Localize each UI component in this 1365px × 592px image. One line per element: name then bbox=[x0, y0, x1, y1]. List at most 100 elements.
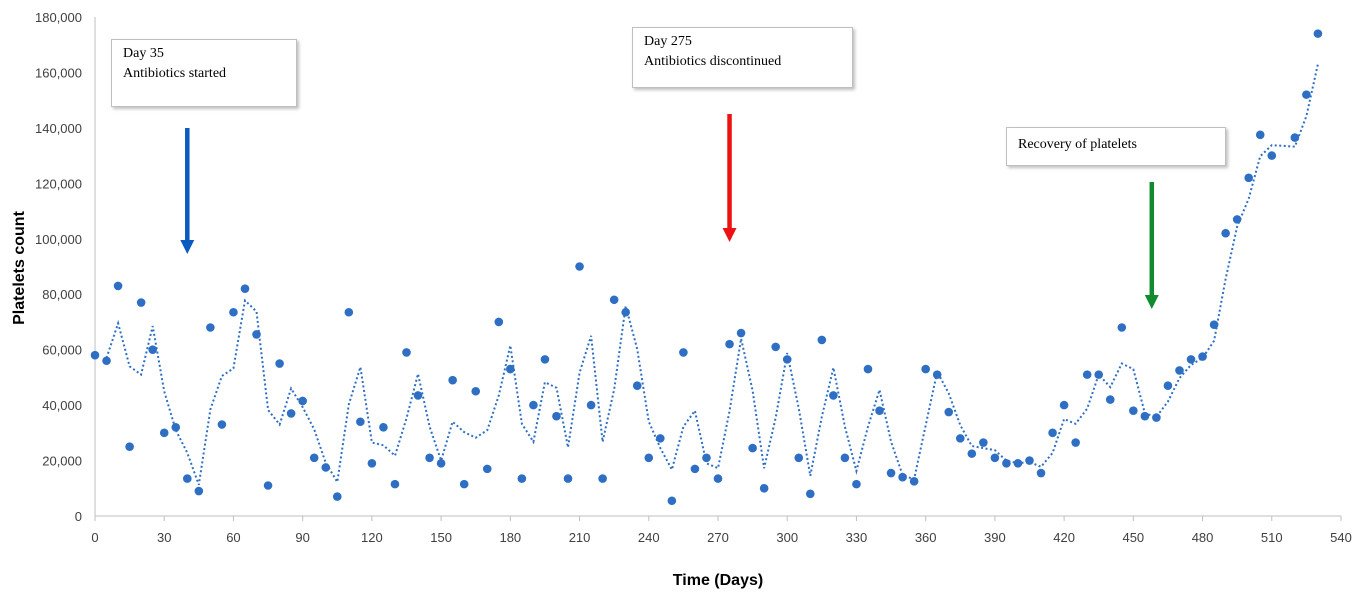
data-point bbox=[332, 492, 342, 501]
data-point bbox=[1105, 395, 1115, 404]
data-point bbox=[321, 463, 331, 472]
data-point bbox=[136, 298, 146, 307]
data-point bbox=[125, 442, 134, 451]
data-point bbox=[598, 474, 607, 483]
y-axis-ticks: 0 20,000 40,000 60,000 80,000 100,000 120,000 1… bbox=[35, 10, 82, 524]
data-point bbox=[909, 477, 919, 486]
data-point bbox=[713, 474, 723, 483]
data-point bbox=[540, 355, 550, 364]
data-point bbox=[1290, 133, 1300, 142]
data-point bbox=[263, 481, 273, 490]
x-tick-label: 540 bbox=[1330, 530, 1352, 545]
annotation-line: Antibiotics started bbox=[123, 66, 227, 81]
annotation-recovery: Recovery of platelets bbox=[1006, 127, 1226, 166]
y-tick-label: 160,000 bbox=[35, 65, 82, 80]
x-tick-label: 150 bbox=[430, 530, 452, 545]
x-axis-title: Time (Days) bbox=[673, 572, 763, 589]
data-point bbox=[356, 417, 365, 427]
annotation-antibiotics-started: Day 35 Antibiotics started bbox=[111, 39, 297, 107]
data-point bbox=[1117, 323, 1127, 332]
data-point bbox=[1059, 400, 1069, 410]
x-tick-label: 60 bbox=[226, 530, 240, 545]
data-point bbox=[679, 348, 688, 357]
data-point bbox=[1036, 468, 1046, 478]
data-point bbox=[1082, 370, 1092, 379]
data-point bbox=[932, 370, 942, 379]
data-point bbox=[829, 391, 838, 400]
data-point bbox=[563, 474, 573, 483]
data-point bbox=[459, 479, 469, 489]
x-tick-label: 360 bbox=[915, 530, 937, 545]
data-point bbox=[379, 422, 388, 432]
data-point bbox=[159, 428, 169, 438]
data-point bbox=[171, 422, 181, 432]
data-point bbox=[298, 396, 307, 406]
trendline bbox=[105, 63, 1319, 486]
x-tick-label: 270 bbox=[707, 530, 729, 545]
data-point bbox=[402, 348, 411, 357]
data-point bbox=[1152, 413, 1161, 422]
data-point bbox=[586, 400, 596, 410]
y-tick-label: 120,000 bbox=[35, 176, 82, 191]
y-axis-title: Platelets count bbox=[11, 210, 28, 324]
data-point bbox=[621, 307, 631, 317]
data-point bbox=[690, 464, 700, 474]
data-point bbox=[448, 375, 457, 385]
data-point bbox=[632, 381, 642, 391]
data-point bbox=[782, 355, 792, 364]
data-point bbox=[840, 453, 850, 463]
data-point bbox=[390, 479, 400, 489]
data-point bbox=[240, 284, 250, 293]
data-point bbox=[805, 489, 815, 499]
y-tick-label: 60,000 bbox=[42, 343, 82, 358]
y-tick-label: 80,000 bbox=[42, 287, 82, 302]
data-point bbox=[1221, 228, 1230, 238]
data-point bbox=[552, 411, 561, 421]
data-point bbox=[944, 407, 954, 417]
x-tick-label: 90 bbox=[295, 530, 309, 545]
x-tick-label: 480 bbox=[1192, 530, 1214, 545]
data-point bbox=[575, 262, 584, 271]
data-point bbox=[1302, 90, 1311, 99]
data-point bbox=[1232, 215, 1242, 224]
data-point bbox=[609, 295, 619, 305]
data-point bbox=[229, 307, 238, 317]
data-point bbox=[702, 453, 711, 463]
data-point bbox=[1244, 173, 1254, 183]
data-point bbox=[656, 434, 665, 443]
data-point bbox=[1209, 320, 1219, 330]
x-tick-label: 420 bbox=[1053, 530, 1075, 545]
data-point bbox=[875, 406, 884, 415]
x-tick-label: 240 bbox=[638, 530, 660, 545]
data-point bbox=[667, 496, 677, 506]
data-point bbox=[921, 364, 930, 374]
data-point bbox=[90, 350, 100, 360]
data-point bbox=[344, 307, 354, 317]
annotation-line: Day 35 bbox=[123, 46, 164, 61]
data-point bbox=[194, 486, 204, 496]
data-point bbox=[529, 400, 538, 410]
data-point bbox=[1198, 352, 1207, 361]
x-tick-label: 0 bbox=[91, 530, 98, 545]
data-point bbox=[182, 474, 192, 483]
data-point bbox=[644, 453, 654, 463]
x-tick-label: 210 bbox=[569, 530, 591, 545]
data-point bbox=[1048, 428, 1057, 438]
annotation-line: Recovery of platelets bbox=[1018, 137, 1137, 152]
data-point bbox=[482, 464, 492, 474]
data-point bbox=[425, 453, 434, 463]
data-point bbox=[1267, 151, 1277, 160]
data-point bbox=[748, 443, 757, 453]
data-point bbox=[471, 386, 481, 396]
data-point bbox=[367, 459, 377, 468]
x-tick-label: 450 bbox=[1122, 530, 1144, 545]
data-point bbox=[413, 391, 423, 400]
annotation-line: Antibiotics discontinued bbox=[644, 54, 782, 69]
data-point bbox=[1013, 459, 1023, 468]
data-point bbox=[217, 420, 227, 429]
arrow-head bbox=[180, 240, 195, 254]
data-point bbox=[1140, 411, 1150, 421]
data-point bbox=[1186, 355, 1196, 364]
x-tick-label: 120 bbox=[361, 530, 383, 545]
data-point bbox=[206, 323, 215, 332]
